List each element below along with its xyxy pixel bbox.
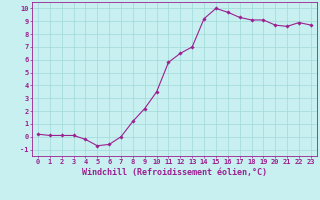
- X-axis label: Windchill (Refroidissement éolien,°C): Windchill (Refroidissement éolien,°C): [82, 168, 267, 177]
